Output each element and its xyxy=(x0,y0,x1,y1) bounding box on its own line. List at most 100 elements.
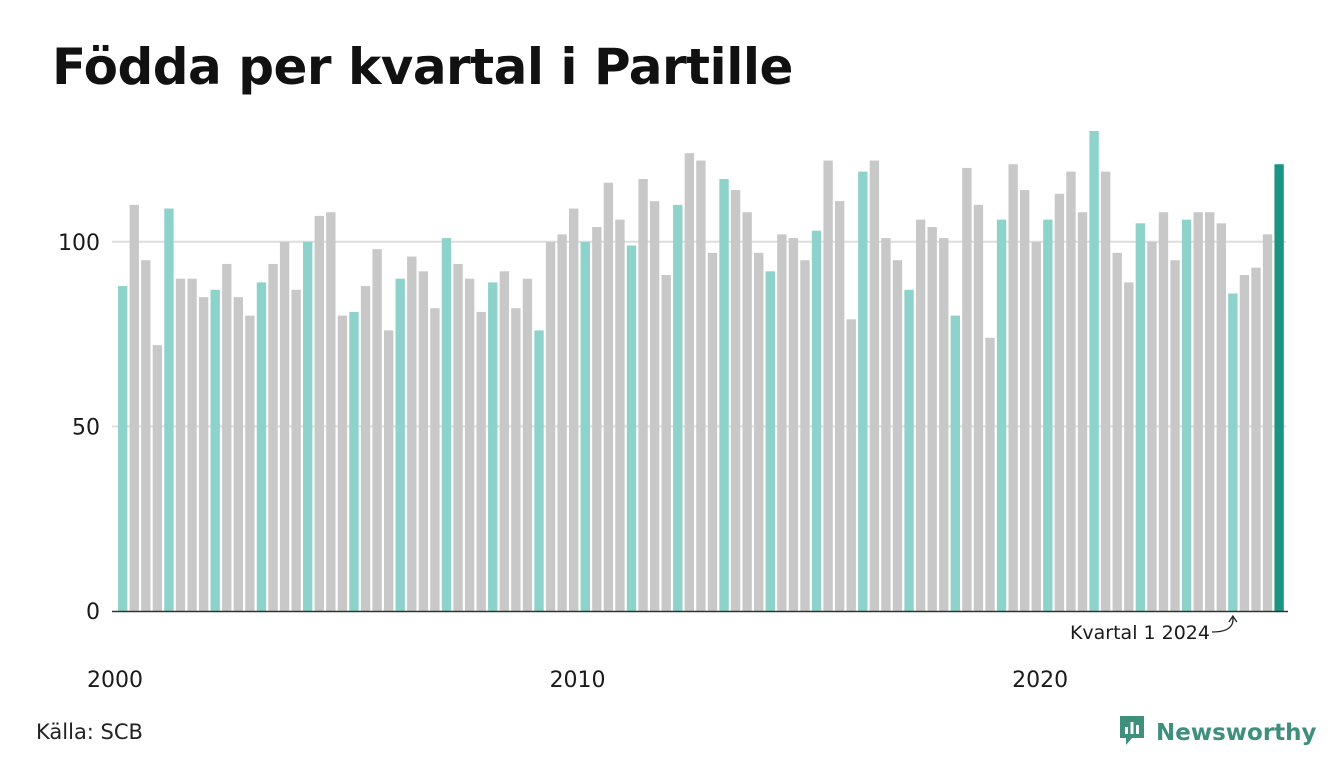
bar xyxy=(198,297,209,611)
bar xyxy=(164,208,174,612)
bar xyxy=(1181,219,1192,611)
annotation-label: Kvartal 1 2024 xyxy=(1070,622,1210,644)
bar xyxy=(927,227,937,611)
bar xyxy=(754,252,764,611)
bar xyxy=(210,289,220,611)
bar xyxy=(1124,282,1134,611)
bar xyxy=(1100,171,1111,611)
bar xyxy=(1228,293,1238,611)
bar xyxy=(661,275,671,611)
bar xyxy=(118,286,128,611)
y-tick-label: 0 xyxy=(86,600,100,625)
bar xyxy=(1135,223,1146,612)
bar xyxy=(522,278,533,611)
bar xyxy=(881,238,891,612)
bar xyxy=(626,245,637,611)
bar xyxy=(464,278,475,611)
bar xyxy=(534,330,544,611)
bar xyxy=(349,311,359,611)
page-title: Födda per kvartal i Partille xyxy=(52,38,793,96)
bar xyxy=(1043,219,1053,611)
bar xyxy=(892,260,903,611)
bar xyxy=(152,345,163,611)
bar xyxy=(337,315,348,611)
bar xyxy=(557,234,567,611)
bar xyxy=(1251,267,1261,611)
bar-chart: 0 50 100 2000 2010 2020 Kvartal 1 2024 xyxy=(58,131,1288,693)
bar xyxy=(1193,212,1203,611)
brand-logo: Newsworthy xyxy=(1118,714,1317,752)
bar xyxy=(603,182,614,611)
bar xyxy=(418,271,429,611)
bar xyxy=(742,212,752,611)
bar xyxy=(858,171,868,611)
bar xyxy=(788,238,799,612)
bar xyxy=(707,252,718,611)
bar xyxy=(499,271,509,611)
y-axis-ticks: 0 50 100 xyxy=(58,231,100,625)
bar xyxy=(1054,193,1065,611)
bar xyxy=(834,201,845,611)
bar xyxy=(545,241,556,611)
bar xyxy=(453,263,463,611)
bar xyxy=(372,249,382,611)
bar xyxy=(407,256,417,611)
bar xyxy=(1205,212,1215,611)
bar xyxy=(129,204,139,611)
bar xyxy=(395,278,405,611)
x-axis-ticks: 2000 2010 2020 xyxy=(87,668,1068,693)
bar xyxy=(673,204,683,611)
bar xyxy=(1262,234,1273,611)
bar xyxy=(1147,241,1157,611)
bar xyxy=(719,179,729,611)
bar xyxy=(1274,164,1284,611)
bar xyxy=(684,153,695,611)
y-tick-label: 50 xyxy=(72,415,100,440)
x-tick-label: 2000 xyxy=(87,668,143,693)
bar xyxy=(996,219,1007,611)
bar xyxy=(973,204,984,611)
x-tick-label: 2020 xyxy=(1012,668,1068,693)
source-note: Källa: SCB xyxy=(36,720,143,744)
bar xyxy=(1077,212,1088,611)
bar xyxy=(1170,260,1180,611)
bar xyxy=(303,241,313,611)
bar xyxy=(904,289,914,611)
bar xyxy=(765,271,775,611)
bar xyxy=(383,330,394,611)
bar xyxy=(615,219,625,611)
bar xyxy=(233,297,244,611)
bar xyxy=(1066,171,1076,611)
bar xyxy=(580,241,590,611)
bar xyxy=(326,212,336,611)
bar xyxy=(187,278,197,611)
bar xyxy=(1008,164,1018,611)
bar xyxy=(800,260,810,611)
bar xyxy=(1239,275,1250,611)
bar xyxy=(777,234,787,611)
bar xyxy=(245,315,255,611)
x-tick-label: 2010 xyxy=(550,668,606,693)
bar xyxy=(730,190,741,612)
bar xyxy=(268,263,278,611)
bar xyxy=(279,241,290,611)
bar xyxy=(950,315,960,611)
bar-chart-logo-icon xyxy=(1118,714,1146,752)
bar xyxy=(256,282,267,611)
bar xyxy=(939,238,949,612)
bar xyxy=(222,263,232,611)
bar xyxy=(823,160,833,612)
chart-bars xyxy=(118,131,1284,612)
bar xyxy=(441,238,452,612)
curved-arrow-icon xyxy=(1211,616,1234,633)
bar xyxy=(488,282,498,611)
bar xyxy=(846,319,856,611)
bar xyxy=(1020,190,1030,612)
bar xyxy=(592,227,602,611)
brand-name: Newsworthy xyxy=(1156,720,1317,746)
bar xyxy=(175,278,186,611)
bar xyxy=(1031,241,1041,611)
y-tick-label: 100 xyxy=(58,231,100,256)
bar xyxy=(638,179,648,611)
bar xyxy=(430,308,440,611)
